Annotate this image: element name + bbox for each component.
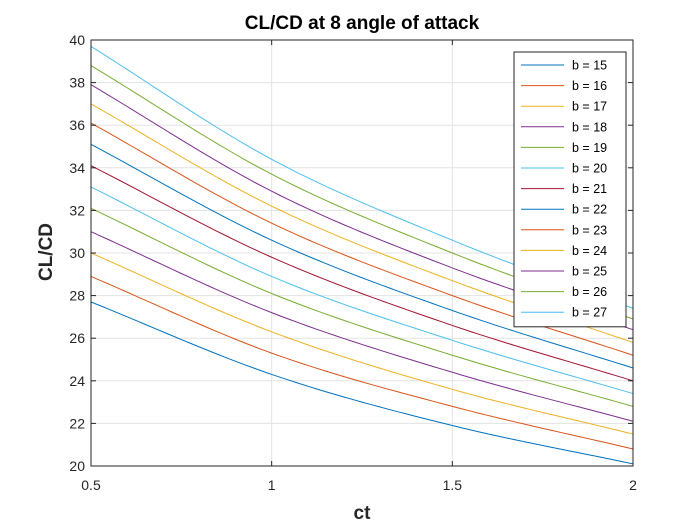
y-tick-label: 38 — [69, 75, 85, 91]
series-line-6 — [90, 186, 634, 395]
x-tick-label: 1.5 — [443, 477, 463, 493]
y-tick-label: 32 — [69, 202, 85, 218]
legend-label: b = 15 — [572, 59, 607, 73]
tick-labels: 0.5 1 1.5 2 20 22 24 26 28 30 32 34 36 38 40 — [69, 32, 637, 493]
legend-label: b = 25 — [572, 265, 607, 279]
legend-label: b = 21 — [572, 182, 607, 196]
y-tick-label: 36 — [69, 117, 85, 133]
legend-label: b = 19 — [572, 141, 607, 155]
x-axis-label: ct — [354, 503, 372, 524]
y-tick-label: 34 — [69, 160, 85, 176]
y-tick-label: 30 — [69, 245, 85, 261]
axes — [90, 39, 634, 467]
series-line-4 — [90, 231, 634, 422]
legend-label: b = 16 — [572, 79, 607, 93]
y-tick-label: 40 — [69, 32, 85, 48]
legend-label: b = 20 — [572, 162, 607, 176]
y-tick-label: 24 — [69, 373, 85, 389]
legend-label: b = 26 — [572, 285, 607, 299]
series-line-5 — [90, 207, 634, 407]
x-tick-label: 0.5 — [81, 477, 101, 493]
y-axis-label: CL/CD — [36, 223, 57, 281]
legend: b = 15 b = 16 b = 17 b = 18 b = 19 b = 20 b = … — [513, 51, 627, 328]
x-tick-label: 1 — [268, 477, 276, 493]
series-line-7 — [90, 165, 634, 382]
y-tick-label: 22 — [69, 415, 85, 431]
series-line-1 — [90, 301, 634, 465]
x-tick-label: 2 — [629, 477, 637, 493]
series-line-2 — [90, 275, 634, 450]
y-tick-label: 28 — [69, 288, 85, 304]
y-tick-label: 26 — [69, 330, 85, 346]
series-line-3 — [90, 252, 634, 435]
legend-box — [513, 51, 627, 328]
legend-label: b = 22 — [572, 203, 607, 217]
legend-label: b = 17 — [572, 100, 607, 114]
legend-label: b = 18 — [572, 120, 607, 134]
legend-label: b = 23 — [572, 223, 607, 237]
series-line-8 — [90, 143, 634, 369]
legend-label: b = 24 — [572, 244, 607, 258]
legend-label: b = 27 — [572, 306, 607, 320]
chart-title: CL/CD at 8 angle of attack — [245, 13, 480, 34]
y-tick-label: 20 — [69, 458, 85, 474]
